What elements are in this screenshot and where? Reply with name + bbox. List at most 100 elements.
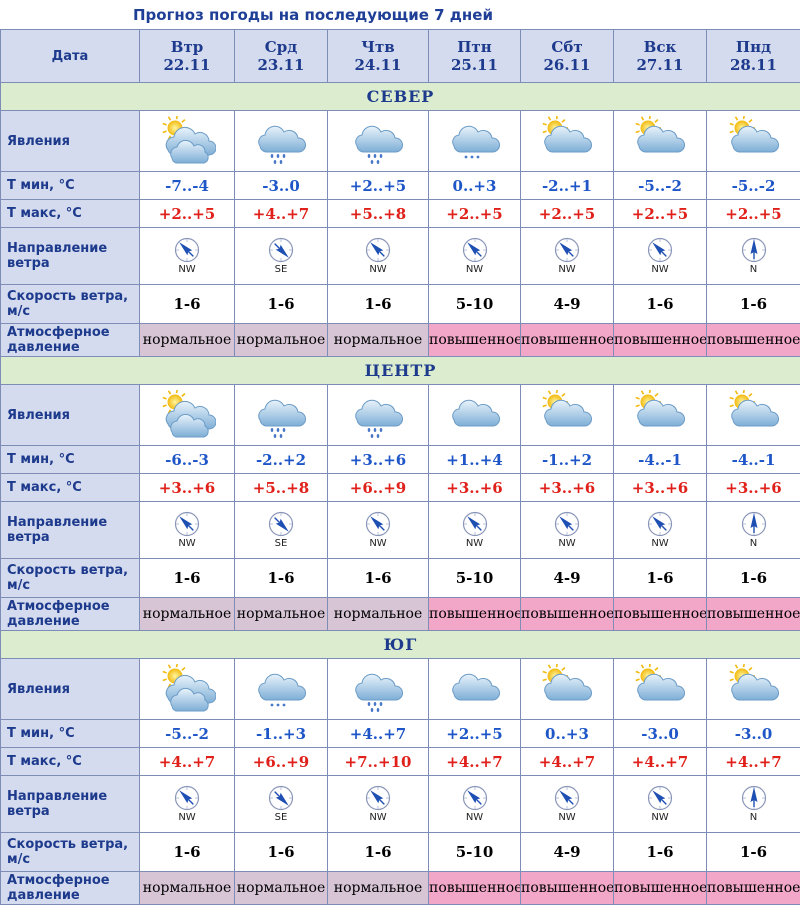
tmax-value: +3..+6 xyxy=(707,474,800,502)
sun-cloud-icon xyxy=(521,385,614,446)
phenomena-row: Явления xyxy=(1,659,800,720)
wind-speed-value: 1-6 xyxy=(614,285,707,324)
tmin-value: +2..+5 xyxy=(328,172,429,200)
pressure-value: повышенное xyxy=(707,872,800,905)
wind-speed-value: 5-10 xyxy=(429,285,521,324)
pressure-value: повышенное xyxy=(614,872,707,905)
wind-speed-value: 4-9 xyxy=(521,833,614,872)
cloud-rain-icon xyxy=(235,385,328,446)
wind-direction-label: NW xyxy=(521,264,613,275)
wind-direction-label: NW xyxy=(328,538,428,549)
tmin-value: -6..-3 xyxy=(140,446,235,474)
compass-arrow-icon xyxy=(235,785,327,811)
day-of-week: Вск xyxy=(614,38,706,56)
wind-direction-label: NW xyxy=(614,264,706,275)
tmin-value: 0..+3 xyxy=(429,172,521,200)
compass-arrow-icon xyxy=(429,785,520,811)
cloud-rain-icon xyxy=(235,111,328,172)
tmax-value: +4..+7 xyxy=(521,748,614,776)
wind-direction-cell: SE xyxy=(235,776,328,833)
wind-direction-cell: N xyxy=(707,228,800,285)
tmax-row: Т макс, °C+3..+6+5..+8+6..+9+3..+6+3..+6… xyxy=(1,474,800,502)
row-label: Явления xyxy=(1,659,140,720)
wind-speed-value: 1-6 xyxy=(140,285,235,324)
wind-direction-cell: N xyxy=(707,502,800,559)
tmin-value: -2..+1 xyxy=(521,172,614,200)
tmin-value: -4..-1 xyxy=(707,446,800,474)
wind-direction-cell: NW xyxy=(140,776,235,833)
tmin-value: -3..0 xyxy=(614,720,707,748)
tmin-value: +3..+6 xyxy=(328,446,429,474)
row-label: Т макс, °C xyxy=(1,748,140,776)
region-name: ЮГ xyxy=(1,631,800,659)
compass-arrow-icon xyxy=(614,785,706,811)
tmin-value: -1..+3 xyxy=(235,720,328,748)
wind-direction-cell: NW xyxy=(328,776,429,833)
wind-direction-cell: NW xyxy=(521,776,614,833)
row-label: Атмосферное давление xyxy=(1,598,140,631)
pressure-value: повышенное xyxy=(707,598,800,631)
day-date: 28.11 xyxy=(707,56,800,74)
wind-direction-cell: NW xyxy=(429,502,521,559)
wind-speed-value: 1-6 xyxy=(707,833,800,872)
row-label: Скорость ветра, м/с xyxy=(1,833,140,872)
wind-speed-value: 4-9 xyxy=(521,559,614,598)
sun-cloud-icon xyxy=(614,385,707,446)
tmin-value: -2..+2 xyxy=(235,446,328,474)
phenomena-row: Явления xyxy=(1,111,800,172)
tmax-value: +7..+10 xyxy=(328,748,429,776)
row-label: Направление ветра xyxy=(1,502,140,559)
wind-speed-value: 1-6 xyxy=(235,833,328,872)
pressure-value: нормальное xyxy=(140,598,235,631)
row-label: Т мин, °C xyxy=(1,446,140,474)
wind-direction-label: N xyxy=(707,812,800,823)
wind-speed-value: 5-10 xyxy=(429,559,521,598)
wind-direction-label: SE xyxy=(235,812,327,823)
wind-direction-cell: NW xyxy=(429,228,521,285)
row-label: Направление ветра xyxy=(1,776,140,833)
region-row: ЦЕНТР xyxy=(1,357,800,385)
tmin-value: -4..-1 xyxy=(614,446,707,474)
wind-speed-value: 5-10 xyxy=(429,833,521,872)
wind-direction-cell: NW xyxy=(429,776,521,833)
tmin-value: -5..-2 xyxy=(140,720,235,748)
wind-speed-value: 1-6 xyxy=(235,285,328,324)
sun-cloud-icon xyxy=(707,659,800,720)
day-of-week: Сбт xyxy=(521,38,613,56)
wind-speed-value: 1-6 xyxy=(328,285,429,324)
phenomena-row: Явления xyxy=(1,385,800,446)
tmax-value: +4..+7 xyxy=(614,748,707,776)
wind-direction-label: NW xyxy=(429,812,520,823)
cloud-snow-icon xyxy=(429,111,521,172)
wind-direction-cell: NW xyxy=(328,228,429,285)
wind-direction-cell: NW xyxy=(614,502,707,559)
pressure-value: повышенное xyxy=(429,324,521,357)
pressure-value: нормальное xyxy=(235,324,328,357)
tmax-row: Т макс, °C+4..+7+6..+9+7..+10+4..+7+4..+… xyxy=(1,748,800,776)
tmax-value: +2..+5 xyxy=(614,200,707,228)
row-label: Явления xyxy=(1,111,140,172)
wind-speed-value: 1-6 xyxy=(707,559,800,598)
pressure-value: повышенное xyxy=(521,598,614,631)
wind-speed-value: 1-6 xyxy=(328,559,429,598)
cloud-snow-icon xyxy=(235,659,328,720)
wind-direction-label: NW xyxy=(429,264,520,275)
pressure-value: повышенное xyxy=(429,598,521,631)
sun-cloud-icon xyxy=(521,111,614,172)
region-name: СЕВЕР xyxy=(1,83,800,111)
wind-speed-value: 1-6 xyxy=(235,559,328,598)
compass-arrow-icon xyxy=(140,237,234,263)
compass-arrow-icon xyxy=(614,511,706,537)
tmax-value: +5..+8 xyxy=(235,474,328,502)
tmin-value: +2..+5 xyxy=(429,720,521,748)
